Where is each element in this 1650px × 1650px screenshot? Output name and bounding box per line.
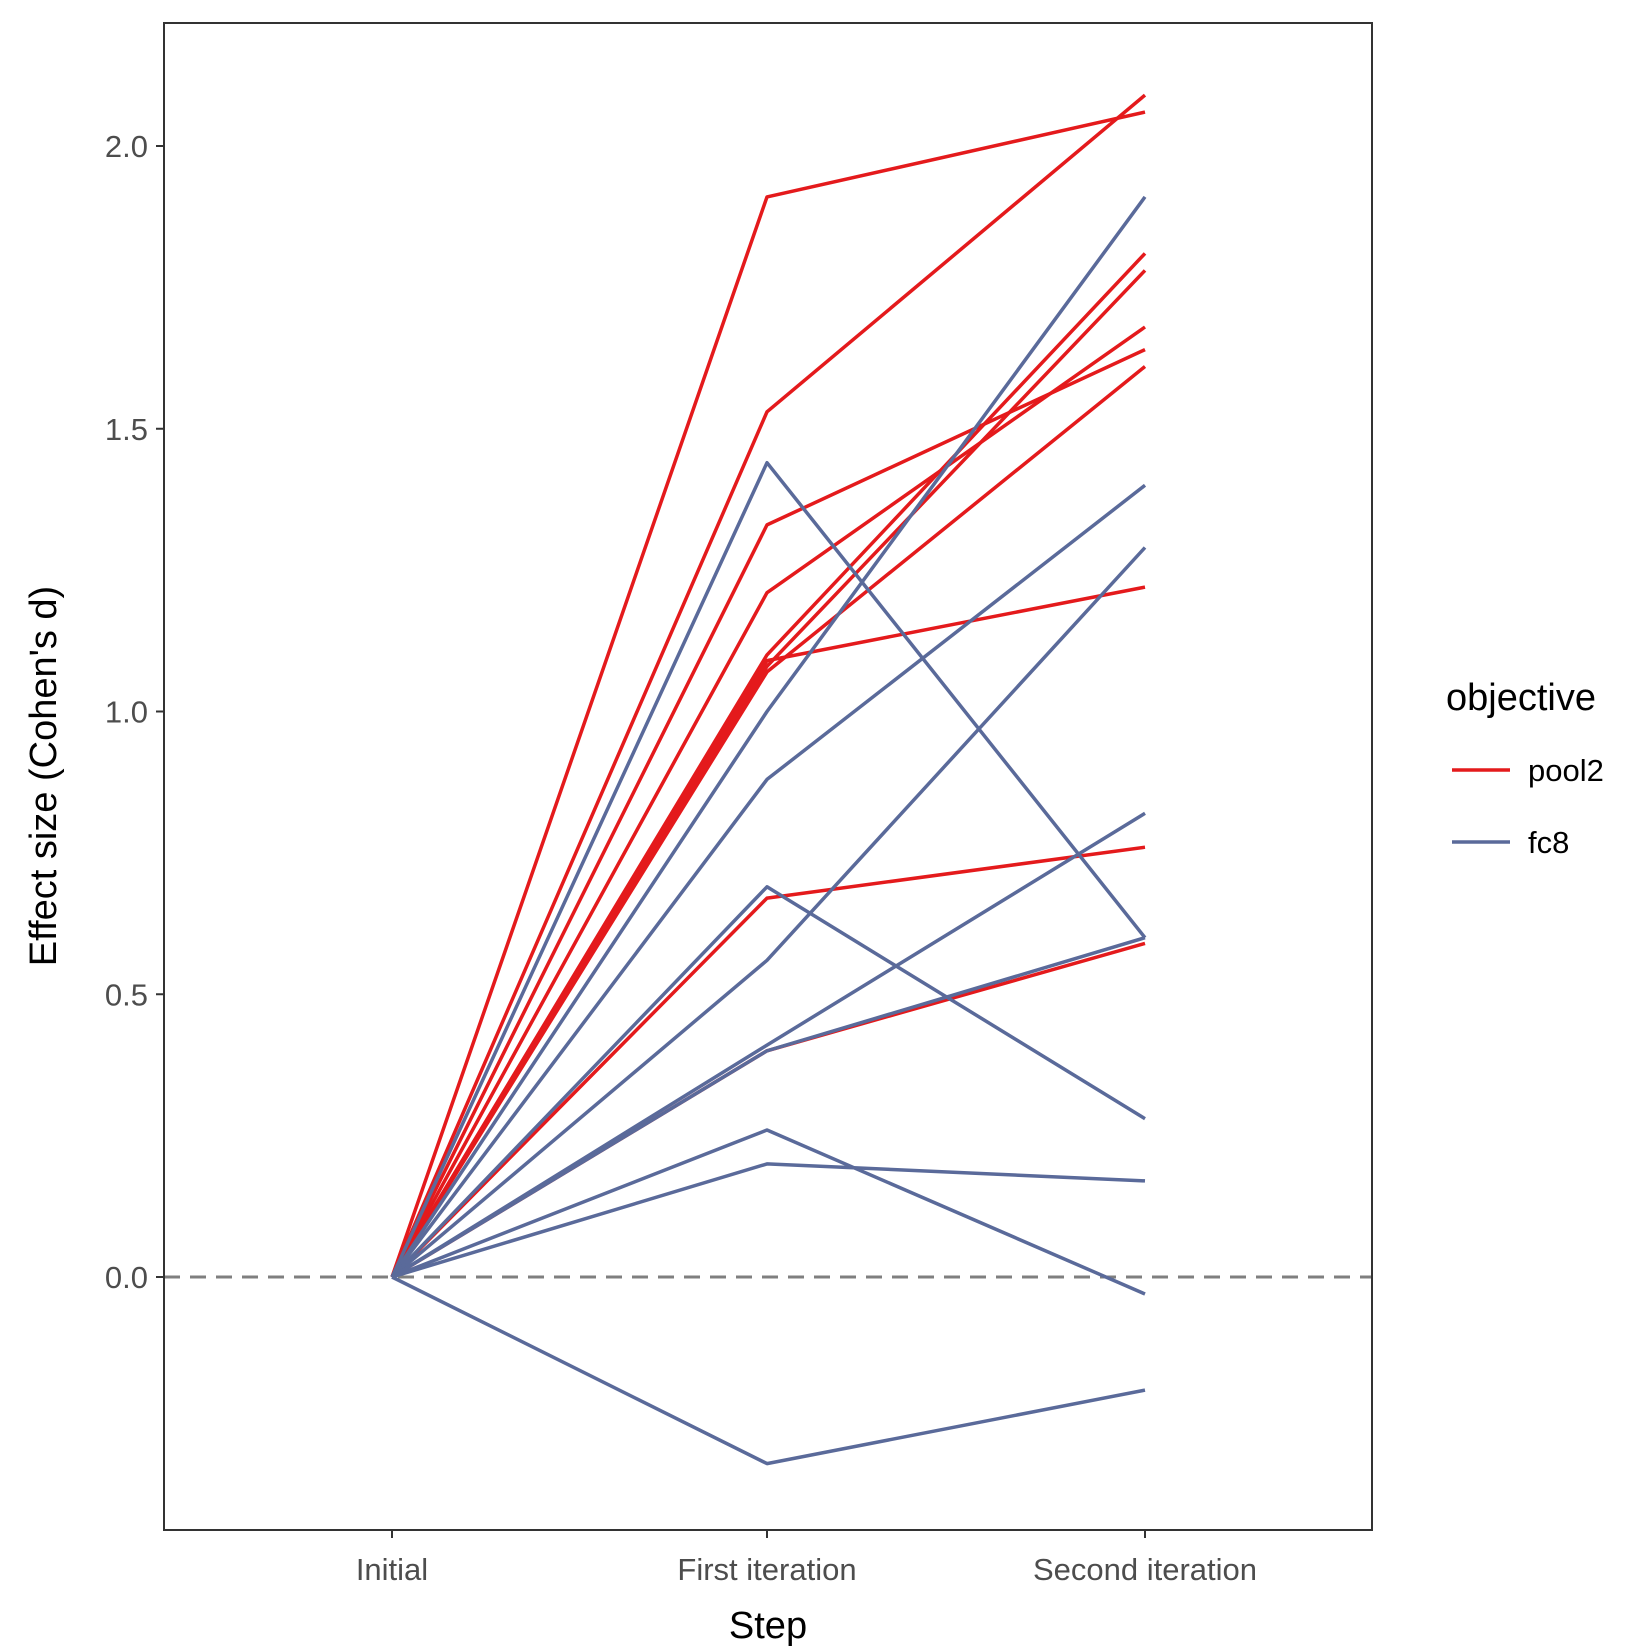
series-line-fc8-11 <box>390 195 1147 1278</box>
legend-title: objective <box>1446 677 1596 719</box>
x-tick-label: Second iteration <box>1033 1552 1257 1587</box>
series-line-pool2-8 <box>390 845 1146 1279</box>
legend-label-fc8: fc8 <box>1528 825 1569 860</box>
y-tick-label: 0.5 <box>105 977 148 1012</box>
y-tick-label: 1.5 <box>105 412 148 447</box>
series-line-fc8-10 <box>390 460 1147 1278</box>
series-line-fc8-13 <box>390 885 1146 1279</box>
series-line-fc8-16 <box>391 936 1146 1279</box>
series-line-pool2-6 <box>390 365 1147 1278</box>
y-tick-label: 2.0 <box>105 129 148 164</box>
series-line-fc8-18 <box>391 1162 1146 1279</box>
series-line-pool2-7 <box>390 585 1146 1278</box>
y-axis: 0.0 0.5 1.0 1.5 2.0 <box>105 129 164 1295</box>
legend-label-pool2: pool2 <box>1528 753 1604 788</box>
series-line-pool2-0 <box>390 110 1146 1278</box>
x-tick-label: First iteration <box>677 1552 856 1587</box>
y-tick-label: 1.0 <box>105 695 148 730</box>
series-line-fc8-19 <box>391 1275 1146 1466</box>
y-tick-label: 0.0 <box>105 1260 148 1295</box>
series-line-pool2-3 <box>390 325 1147 1278</box>
x-axis: Initial First iteration Second iteration <box>356 1530 1257 1587</box>
series-line-fc8-17 <box>391 1128 1146 1296</box>
series-line-fc8-14 <box>390 546 1147 1279</box>
series-line-pool2-2 <box>390 348 1146 1278</box>
series-line-fc8-12 <box>390 483 1147 1279</box>
series-layer <box>390 93 1147 1466</box>
x-axis-title: Step <box>729 1605 807 1647</box>
y-axis-title: Effect size (Cohen's d) <box>23 586 65 966</box>
series-line-pool2-1 <box>390 93 1147 1278</box>
legend: objective pool2 fc8 <box>1446 677 1604 860</box>
x-tick-label: Initial <box>356 1552 428 1587</box>
